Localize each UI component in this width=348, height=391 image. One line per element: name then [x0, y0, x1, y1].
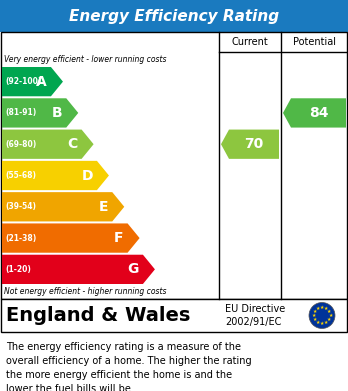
- Text: ★: ★: [320, 321, 324, 326]
- Bar: [1, 299, 347, 332]
- Text: (1-20): (1-20): [5, 265, 31, 274]
- Text: Very energy efficient - lower running costs: Very energy efficient - lower running co…: [4, 55, 166, 64]
- Text: ★: ★: [320, 305, 324, 310]
- Text: B: B: [52, 106, 62, 120]
- Text: ★: ★: [328, 313, 333, 318]
- Polygon shape: [2, 161, 109, 190]
- Polygon shape: [221, 129, 279, 159]
- Text: A: A: [36, 75, 47, 89]
- Text: C: C: [68, 137, 78, 151]
- Polygon shape: [2, 129, 94, 159]
- Text: ★: ★: [313, 317, 317, 322]
- Circle shape: [309, 303, 335, 328]
- Polygon shape: [2, 192, 124, 221]
- Text: 84: 84: [309, 106, 328, 120]
- Text: E: E: [99, 200, 108, 214]
- Text: (69-80): (69-80): [5, 140, 36, 149]
- Text: ★: ★: [327, 317, 332, 322]
- Text: ★: ★: [311, 313, 316, 318]
- Polygon shape: [2, 98, 78, 127]
- Text: (21-38): (21-38): [5, 233, 36, 242]
- Text: F: F: [114, 231, 124, 245]
- Text: D: D: [81, 169, 93, 183]
- Bar: [0, 0, 348, 32]
- Text: ★: ★: [316, 320, 320, 325]
- Text: ★: ★: [327, 309, 332, 314]
- Text: Energy Efficiency Rating: Energy Efficiency Rating: [69, 9, 279, 23]
- Text: Current: Current: [232, 37, 268, 47]
- Text: Not energy efficient - higher running costs: Not energy efficient - higher running co…: [4, 287, 166, 296]
- Polygon shape: [2, 255, 155, 284]
- Text: (81-91): (81-91): [5, 108, 36, 117]
- Text: Potential: Potential: [293, 37, 336, 47]
- Text: EU Directive
2002/91/EC: EU Directive 2002/91/EC: [225, 304, 285, 327]
- Text: (92-100): (92-100): [5, 77, 41, 86]
- Bar: [1, 32, 347, 299]
- Text: (39-54): (39-54): [5, 202, 36, 211]
- Polygon shape: [2, 223, 140, 253]
- Text: ★: ★: [313, 309, 317, 314]
- Text: (55-68): (55-68): [5, 171, 36, 180]
- Text: England & Wales: England & Wales: [6, 306, 190, 325]
- Text: 70: 70: [244, 137, 264, 151]
- Text: G: G: [128, 262, 139, 276]
- Text: ★: ★: [324, 306, 329, 311]
- Text: The energy efficiency rating is a measure of the
overall efficiency of a home. T: The energy efficiency rating is a measur…: [6, 342, 252, 391]
- Text: ★: ★: [324, 320, 329, 325]
- Text: ★: ★: [316, 306, 320, 311]
- Polygon shape: [2, 67, 63, 96]
- Polygon shape: [283, 98, 346, 127]
